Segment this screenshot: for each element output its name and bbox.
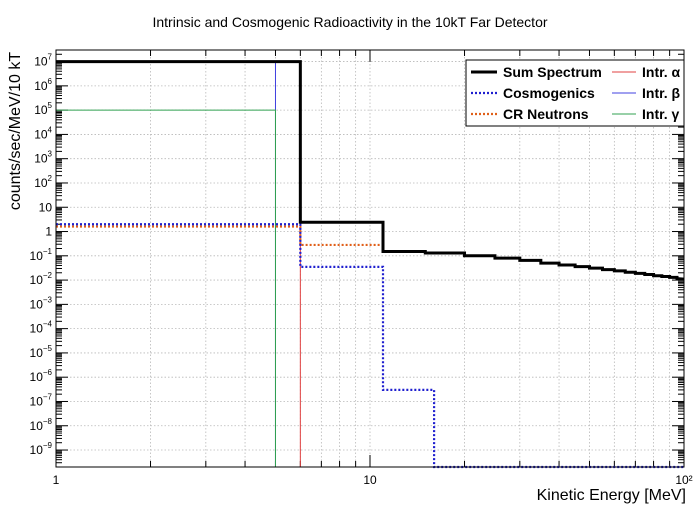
legend: Sum Spectrum Cosmogenics CR Neutrons Intr. … [465,59,685,127]
legend-label-cosmogenics: Cosmogenics [503,85,595,101]
y-tick-label: 10 [39,200,53,214]
y-axis-label: counts/sec/MeV/10 kT [7,52,24,211]
series-intr [56,109,276,467]
y-tick-label: 10−2 [30,271,53,287]
y-tick-label: 10−7 [30,392,53,408]
plot-frame [55,49,685,468]
y-tick-label: 10−8 [30,417,53,433]
x-axis: 1 10 10² [53,473,693,487]
y-tick-label: 105 [34,101,52,117]
y-tick-label: 10−4 [30,320,53,336]
x-tick-label: 10² [675,473,692,487]
y-tick-label: 10−1 [30,247,53,263]
legend-label-intr: Intr. α [642,64,681,80]
legend-label-intr: Intr. γ [642,106,680,122]
x-tick-label: 10 [363,473,377,487]
legend-box [465,59,685,127]
y-tick-label: 10−9 [30,441,53,457]
chart-title: Intrinsic and Cosmogenic Radioactivity i… [152,14,547,30]
y-tick-label: 10−6 [30,368,53,384]
y-tick-label: 102 [34,174,52,190]
x-tick-label: 1 [53,473,60,487]
series-group [56,60,685,469]
y-tick-label: 104 [34,125,52,141]
legend-label-cr-neutrons: CR Neutrons [503,106,589,122]
legend-label-sum-spectrum: Sum Spectrum [503,64,602,80]
y-tick-label: 1 [45,225,52,239]
legend-label-intr: Intr. β [642,85,681,101]
series-sum-spectrum [56,60,685,281]
y-axis: 10710610510410310210110−110−210−310−410−… [30,53,53,457]
y-tick-label: 103 [34,150,52,166]
y-tick-label: 106 [34,77,52,93]
series-cosmogenics [56,223,684,469]
y-tick-label: 10−5 [30,344,53,360]
y-tick-label: 10−3 [30,295,53,311]
x-axis-label: Kinetic Energy [MeV] [537,487,686,504]
y-tick-label: 107 [34,53,52,69]
y-minor-ticks [56,49,684,468]
